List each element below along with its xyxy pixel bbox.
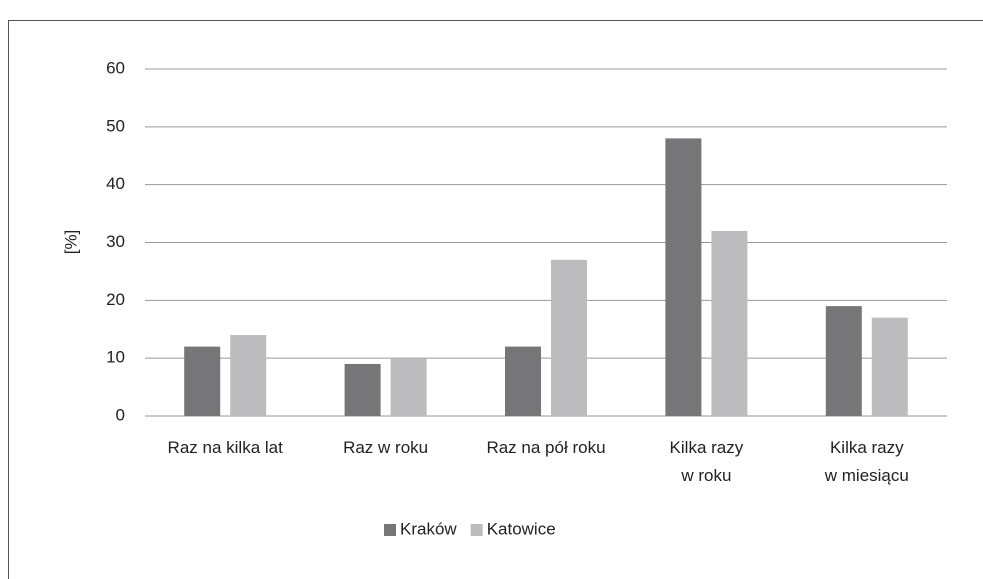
x-tick-label-line: Raz na pół roku [486,438,605,457]
legend-swatch [384,524,396,536]
y-tick-label: 0 [116,405,125,424]
bar [871,317,908,416]
y-tick-label: 30 [106,232,125,251]
x-tick-label: Raz na pół roku [486,438,605,457]
y-tick-label: 20 [106,290,125,309]
x-tick-label-line: Raz w roku [343,438,428,457]
legend-label: Katowice [487,519,556,538]
legend-swatch [470,524,483,536]
bar [505,346,541,416]
bar [230,335,267,416]
x-tick-label: Raz w roku [343,438,428,457]
x-tick-label-line: w roku [680,466,731,485]
bar [551,259,587,416]
x-tick-label: Kilka razy w miesiącu [824,438,909,485]
bar [184,346,221,416]
legend-label: Kraków [400,519,457,538]
bar [711,230,748,416]
y-tick-label: 50 [106,116,125,135]
x-tick-label-line: w miesiącu [824,466,909,485]
y-axis-label: [%] [61,230,80,255]
y-tick-label: 40 [106,174,125,193]
y-tick-label: 10 [106,348,125,367]
bar [825,306,862,416]
bar [390,358,427,416]
chart-frame [8,20,983,579]
x-tick-label: Raz na kilka lat [168,438,284,457]
x-tick-label-line: Kilka razy [670,438,744,457]
x-tick-label: Kilka razy w roku [670,438,744,485]
bar [665,138,702,416]
x-tick-label-line: Raz na kilka lat [168,438,284,457]
bar [344,363,381,416]
y-tick-label: 60 [106,58,125,77]
x-tick-label-line: Kilka razy [830,438,904,457]
